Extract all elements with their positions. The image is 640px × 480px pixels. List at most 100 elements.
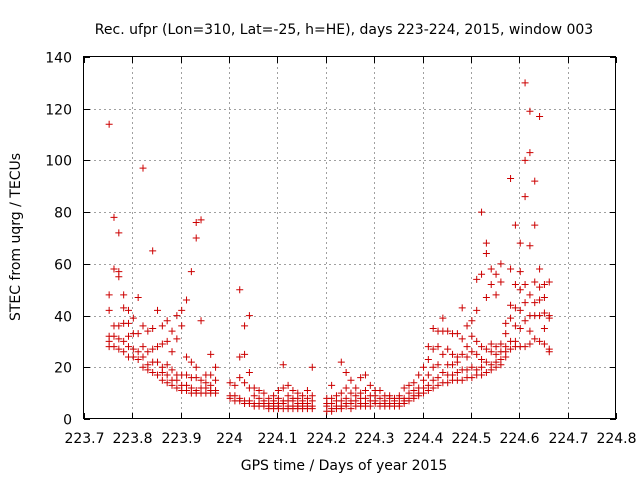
data-point	[400, 384, 408, 392]
x-axis-label: GPS time / Days of year 2015	[241, 458, 448, 474]
data-point	[115, 335, 123, 343]
data-point	[531, 221, 539, 229]
x-tick-label: 224	[216, 431, 243, 447]
data-point	[526, 242, 534, 250]
data-point	[212, 389, 220, 397]
data-point	[279, 361, 287, 369]
data-point	[507, 345, 515, 353]
data-point	[526, 327, 534, 335]
data-point	[149, 247, 157, 255]
data-point	[168, 348, 176, 356]
data-point	[434, 381, 442, 389]
data-point	[410, 394, 418, 402]
data-point	[526, 340, 534, 348]
x-tick-label: 223.7	[64, 431, 104, 447]
data-point	[453, 330, 461, 338]
x-tick-label: 224.2	[306, 431, 346, 447]
data-point	[453, 368, 461, 376]
data-point	[139, 164, 147, 172]
data-point	[439, 350, 447, 358]
data-point	[342, 384, 350, 392]
data-point	[366, 381, 374, 389]
data-point	[260, 389, 268, 397]
data-point	[212, 376, 220, 384]
data-point	[482, 239, 490, 247]
data-point	[468, 332, 476, 340]
data-point	[449, 361, 457, 369]
data-point	[342, 368, 350, 376]
data-point	[420, 363, 428, 371]
data-point	[521, 317, 529, 325]
data-point	[468, 374, 476, 382]
data-point	[163, 371, 171, 379]
data-point	[424, 356, 432, 364]
x-tick-label: 224.7	[548, 431, 588, 447]
data-point	[134, 293, 142, 301]
data-point	[482, 250, 490, 258]
data-point	[463, 322, 471, 330]
data-point	[129, 353, 137, 361]
data-point	[134, 356, 142, 364]
data-point	[110, 265, 118, 273]
data-point	[139, 343, 147, 351]
data-point	[178, 306, 186, 314]
data-point	[434, 343, 442, 351]
x-tick-label: 224.3	[354, 431, 394, 447]
data-point	[284, 381, 292, 389]
data-point	[521, 299, 529, 307]
data-point	[453, 358, 461, 366]
data-point	[289, 387, 297, 395]
data-point	[420, 389, 428, 397]
data-point	[110, 343, 118, 351]
data-point	[540, 309, 548, 317]
data-point	[531, 299, 539, 307]
data-point	[105, 120, 113, 128]
data-point	[154, 306, 162, 314]
data-points	[105, 79, 553, 415]
data-point	[516, 325, 524, 332]
data-point	[545, 314, 553, 322]
x-tick-label: 224.1	[257, 431, 297, 447]
data-point	[429, 363, 437, 371]
data-point	[352, 384, 360, 392]
chart-title: Rec. ufpr (Lon=310, Lat=-25, h=HE), days…	[95, 22, 593, 38]
data-point	[463, 353, 471, 361]
data-point	[173, 376, 181, 384]
data-point	[545, 278, 553, 286]
data-point	[478, 270, 486, 278]
data-point	[255, 387, 263, 395]
data-point	[487, 281, 495, 289]
data-point	[502, 353, 510, 361]
data-point	[531, 335, 539, 343]
data-point	[478, 208, 486, 216]
data-point	[463, 366, 471, 374]
data-point	[197, 216, 205, 224]
data-point	[207, 350, 215, 358]
data-point	[139, 353, 147, 361]
data-point	[163, 317, 171, 325]
data-point	[516, 306, 524, 314]
data-point	[212, 363, 220, 371]
data-point	[173, 384, 181, 392]
data-point	[497, 278, 505, 286]
data-point	[478, 363, 486, 371]
y-tick-label: 120	[45, 103, 72, 119]
data-point	[173, 335, 181, 343]
data-point	[154, 358, 162, 366]
data-point	[241, 379, 249, 387]
data-point	[536, 265, 544, 273]
data-point	[144, 366, 152, 374]
data-point	[405, 397, 413, 405]
x-tick-label: 223.9	[161, 431, 201, 447]
data-point	[439, 368, 447, 376]
data-point	[129, 345, 137, 353]
data-point	[168, 366, 176, 374]
data-point	[540, 281, 548, 289]
data-point	[337, 405, 345, 413]
data-point	[424, 343, 432, 351]
data-point	[144, 327, 152, 335]
data-point	[468, 363, 476, 371]
grid-lines	[84, 57, 616, 419]
data-point	[366, 402, 374, 410]
data-point	[163, 361, 171, 369]
